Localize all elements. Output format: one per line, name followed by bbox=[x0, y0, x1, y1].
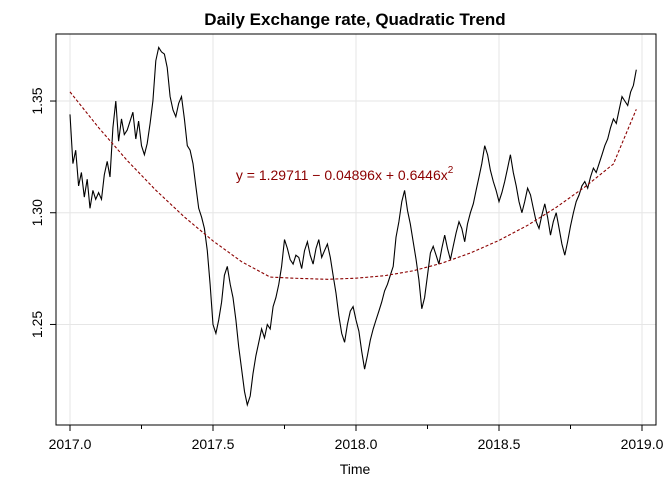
quadratic-trend-line bbox=[69, 91, 637, 280]
x-tick-label: 2018.5 bbox=[478, 436, 521, 452]
x-tick-label: 2018.0 bbox=[335, 436, 378, 452]
series-layer bbox=[69, 45, 637, 408]
trend-equation: y = 1.29711 − 0.04896x + 0.6446x2 bbox=[236, 165, 454, 183]
x-tick-label: 2019.0 bbox=[621, 436, 664, 452]
exchange-rate-series-line bbox=[69, 45, 637, 408]
y-axis: 1.25 1.30 1.35 bbox=[29, 87, 56, 338]
x-tick-label: 2017.0 bbox=[49, 436, 92, 452]
y-tick-label: 1.35 bbox=[29, 87, 45, 114]
x-axis: 2017.0 2017.5 2018.0 2018.5 2019.0 bbox=[49, 425, 664, 452]
annotations: y = 1.29711 − 0.04896x + 0.6446x2 bbox=[236, 165, 454, 183]
grid-lines bbox=[56, 34, 656, 425]
y-tick-label: 1.25 bbox=[29, 311, 45, 338]
chart-title: Daily Exchange rate, Quadratic Trend bbox=[204, 10, 505, 29]
x-tick-label: 2017.5 bbox=[192, 436, 235, 452]
x-axis-title: Time bbox=[340, 461, 371, 477]
y-tick-label: 1.30 bbox=[29, 199, 45, 226]
